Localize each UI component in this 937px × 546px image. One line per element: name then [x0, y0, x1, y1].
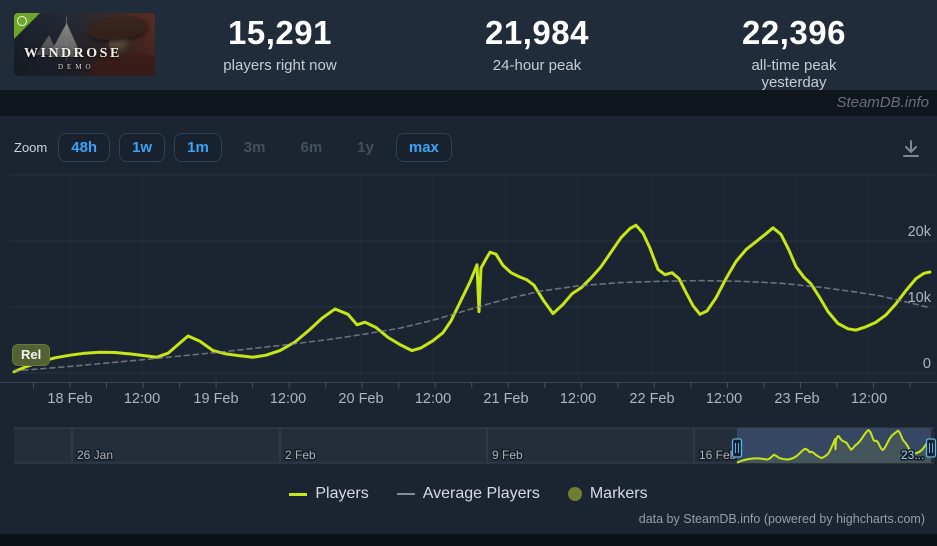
zoom-button-max[interactable]: max	[395, 133, 452, 162]
game-title: WINDROSE	[24, 46, 122, 61]
legend-markers-label: Markers	[589, 485, 648, 502]
zoom-button-1w[interactable]: 1w	[119, 133, 166, 162]
stat-24h-peak: 21,984 24-hour peak	[485, 16, 589, 74]
navigator-date-label: 2 Feb	[285, 448, 316, 462]
alltime-peak-label: all-time peak yesterday	[751, 57, 837, 91]
markers-circle-swatch	[567, 487, 582, 501]
navigator-end-label: 23...	[901, 448, 924, 462]
x-axis-label: 18 Feb	[47, 391, 92, 407]
peak-24h-label: 24-hour peak	[492, 57, 582, 74]
x-axis-label: 12:00	[706, 391, 742, 407]
legend-average-players-label: Average Players	[422, 485, 540, 502]
legend-item-average-players[interactable]: Average Players	[396, 485, 540, 503]
alltime-peak-value: 22,396	[742, 14, 846, 51]
release-marker[interactable]: Rel	[12, 344, 51, 366]
players-line-swatch	[289, 492, 308, 496]
navigator-handle-right[interactable]	[925, 438, 937, 458]
zoom-button-48h[interactable]: 48h	[58, 133, 111, 162]
x-axis-label: 12:00	[851, 391, 887, 407]
navigator-date-label: 9 Feb	[492, 448, 523, 462]
x-axis-label: 21 Feb	[483, 391, 528, 407]
navigator-date-label: 26 Jan	[77, 448, 113, 462]
series-average-players[interactable]	[13, 279, 931, 372]
zoom-label: Zoom	[14, 140, 48, 155]
average-players-line-swatch	[396, 493, 415, 495]
navigator-series	[736, 429, 932, 464]
legend-players-label: Players	[315, 485, 369, 502]
current-players-value: 15,291	[228, 14, 332, 51]
download-icon[interactable]	[899, 137, 923, 161]
legend-item-markers[interactable]: Markers	[567, 485, 648, 503]
navigator-handle-left[interactable]	[731, 438, 743, 458]
y-axis-label: 0	[923, 356, 931, 372]
series-players[interactable]	[12, 223, 932, 374]
x-axis-label: 23 Feb	[774, 391, 819, 407]
x-axis-label: 22 Feb	[629, 391, 674, 407]
navigator-area	[737, 430, 931, 463]
bottom-strip	[0, 534, 937, 546]
chart-credit[interactable]: data by SteamDB.info (powered by highcha…	[638, 512, 925, 526]
navigator-date-label: 16 Feb	[699, 448, 737, 462]
navigator-selection[interactable]	[737, 428, 931, 463]
game-banner[interactable]: WINDROSE DEMO	[14, 13, 155, 76]
x-axis-label: 20 Feb	[338, 391, 383, 407]
x-axis-label: 19 Feb	[193, 391, 238, 407]
legend-item-players[interactable]: Players	[289, 485, 369, 503]
zoom-button-6m: 6m	[300, 139, 323, 156]
zoom-controls: Zoom 48h 1w 1m 3m 6m 1y max	[14, 133, 452, 162]
navigator-track[interactable]	[14, 428, 934, 463]
x-axis-label: 12:00	[270, 391, 306, 407]
y-axis-label: 20k	[908, 224, 932, 240]
zoom-button-1m[interactable]: 1m	[174, 133, 222, 162]
stat-alltime-peak: 22,396 all-time peak yesterday	[723, 16, 866, 91]
watermark-strip: SteamDB.info	[0, 90, 937, 116]
chart-legend: Players Average Players Markers	[0, 485, 937, 503]
x-axis-label: 12:00	[560, 391, 596, 407]
header: WINDROSE DEMO 15,291 players right now 2…	[0, 0, 937, 91]
zoom-button-1y: 1y	[357, 139, 374, 156]
zoom-button-3m: 3m	[243, 139, 266, 156]
peak-24h-value: 21,984	[485, 14, 589, 51]
game-subtitle: DEMO	[58, 63, 95, 71]
y-axis-label: 10k	[908, 290, 932, 306]
current-players-label: players right now	[223, 57, 337, 74]
steamdb-watermark: SteamDB.info	[836, 94, 929, 111]
stat-current-players: 15,291 players right now	[223, 16, 336, 74]
x-axis-label: 12:00	[124, 391, 160, 407]
demo-badge-icon	[17, 16, 27, 26]
x-axis-label: 12:00	[415, 391, 451, 407]
